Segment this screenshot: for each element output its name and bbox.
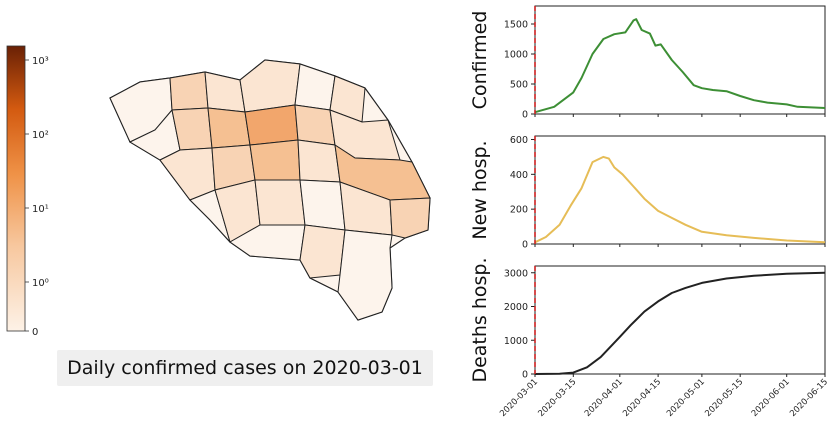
colorbar-gradient [6, 45, 26, 332]
y-axis-label: Confirmed [469, 11, 491, 110]
x-tick-label: 2020-05-15 [703, 377, 745, 419]
colorbar-tick-label: 0 [32, 327, 38, 338]
chart-panel: 0 500 1000 1500 Confirmed [469, 5, 826, 121]
map-district [207, 107, 251, 149]
x-tick-label: 2020-06-01 [750, 377, 792, 419]
x-tick-label: 2020-03-15 [536, 377, 578, 419]
map-caption: Daily confirmed cases on 2020-03-01 [57, 350, 433, 386]
time-series-panels: 0 500 1000 1500 Confirmed 0 200 400 600 New hosp.… [469, 5, 830, 419]
y-tick-label: 0 [522, 370, 528, 381]
x-tick-label: 2020-04-01 [583, 377, 625, 419]
y-tick-label: 2000 [504, 302, 528, 313]
y-tick-label: 3000 [504, 268, 528, 279]
belgium-district-map [109, 59, 431, 321]
map-district [294, 104, 336, 146]
series-line [534, 155, 826, 244]
colorbar-tick-1e0: 10⁰ [25, 278, 49, 289]
y-tick-label: 1000 [504, 336, 528, 347]
map-district [254, 179, 306, 226]
y-tick-label: 500 [510, 80, 528, 91]
x-tick-label: 2020-03-01 [498, 377, 540, 419]
y-tick-label: 1500 [504, 20, 528, 31]
colorbar-tick-label: 10⁰ [32, 278, 49, 289]
y-tick-label: 1000 [504, 50, 528, 61]
series-line [534, 18, 826, 114]
y-axis-label: Deaths hosp. [469, 257, 491, 382]
map-district [299, 224, 346, 279]
y-tick-label: 600 [510, 135, 528, 146]
series-line [534, 271, 826, 375]
y-tick-label: 0 [522, 110, 528, 121]
map-districts [109, 59, 431, 321]
y-tick-label: 400 [510, 170, 528, 181]
y-tick-label: 200 [510, 205, 528, 216]
map-district [169, 71, 209, 111]
map-district [249, 139, 301, 181]
y-axis-label: New hosp. [469, 140, 491, 239]
map-district [337, 229, 393, 321]
map-district [389, 197, 431, 239]
colorbar-tick-1e1: 10¹ [25, 204, 49, 215]
plot-frame [534, 265, 826, 375]
x-tick-label: 2020-04-15 [621, 377, 663, 419]
colorbar-tick-0: 0 [25, 327, 38, 338]
colorbar-tick-1e3: 10³ [25, 56, 49, 67]
colorbar-tick-1e2: 10² [25, 130, 49, 141]
colorbar-tick-label: 10² [32, 130, 49, 141]
map-district [159, 147, 216, 201]
plot-frame [534, 5, 826, 115]
map-district [297, 139, 341, 183]
y-tick-label: 0 [522, 240, 528, 251]
colorbar-tick-label: 10³ [32, 56, 49, 67]
colorbar-tick-label: 10¹ [32, 204, 49, 215]
x-tick-label: 2020-05-01 [665, 377, 707, 419]
colorbar: 10³ 10² 10¹ 10⁰ 0 [6, 45, 49, 338]
map-district [299, 179, 346, 231]
chart-panel: 0 200 400 600 New hosp. [469, 135, 826, 251]
map-district [244, 104, 299, 146]
plot-frame [534, 135, 826, 245]
map-district [204, 71, 246, 113]
x-tick-label: 2020-06-15 [788, 377, 830, 419]
chart-panel: 0 1000 2000 3000 Deaths hosp. [469, 257, 826, 383]
map-district [239, 59, 301, 113]
map-district [294, 63, 336, 111]
